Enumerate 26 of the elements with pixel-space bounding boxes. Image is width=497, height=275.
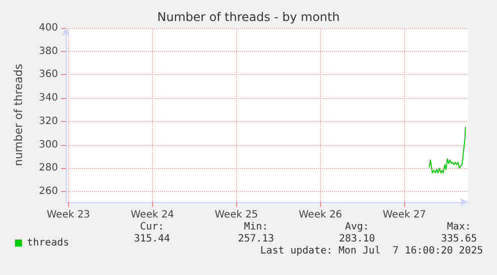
x-tick-label: Week 25 xyxy=(214,210,258,220)
x-tick-label: Week 26 xyxy=(298,210,342,220)
text: 315.44 xyxy=(134,234,170,244)
text: Avg: xyxy=(344,222,370,232)
x-tick-label: Week 24 xyxy=(130,210,174,220)
y-tick-label: 280 xyxy=(38,162,58,174)
chart-title: Number of threads - by month xyxy=(157,10,340,24)
text: Cur: xyxy=(140,222,164,232)
x-tick-label: Week 27 xyxy=(382,210,426,220)
text: 335.65 xyxy=(440,234,478,244)
y-tick-label: 360 xyxy=(38,69,58,80)
x-tick-label: Week 23 xyxy=(46,210,90,220)
text: 283.10 xyxy=(338,234,376,244)
y-tick-label: 320 xyxy=(38,116,58,127)
y-tick-label: 300 xyxy=(38,139,58,150)
y-tick-label: 340 xyxy=(38,92,58,104)
text: Max: xyxy=(446,222,472,232)
legend-label: threads xyxy=(27,238,70,248)
y-axis-title: number of threads xyxy=(12,64,25,166)
y-tick-label: 400 xyxy=(38,22,58,34)
y-tick-label: 260 xyxy=(38,186,58,197)
y-tick-label: 380 xyxy=(38,46,58,57)
line-series xyxy=(428,126,466,174)
text: Min: xyxy=(244,222,268,232)
text: 257.13 xyxy=(238,234,274,244)
text: Last update: Mon Jul 7 16:00:20 2025 xyxy=(260,246,483,256)
